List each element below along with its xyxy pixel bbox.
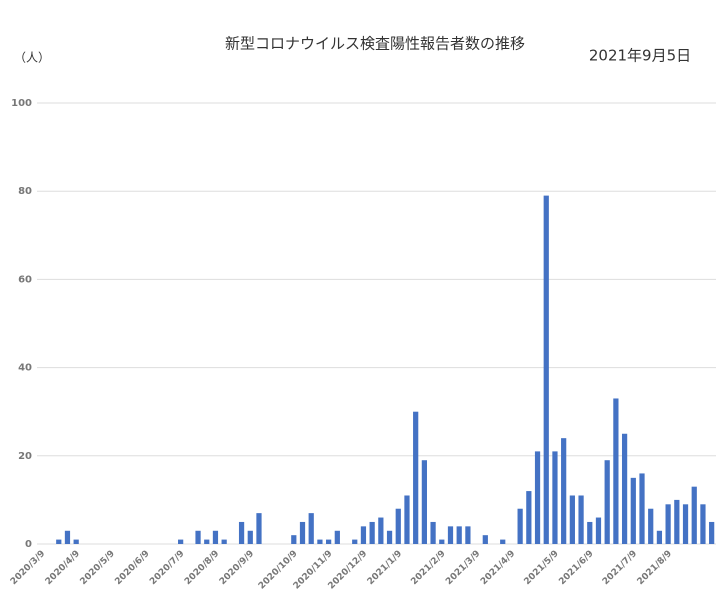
bar (709, 521, 715, 544)
bar (404, 495, 410, 544)
bar (587, 521, 593, 544)
bar (178, 539, 184, 544)
x-tick-label: 2021/1/9 (366, 549, 404, 587)
bar (386, 530, 393, 544)
bar (56, 539, 62, 544)
y-tick-label: 0 (25, 539, 32, 550)
bar (604, 460, 610, 544)
x-tick-label: 2020/7/9 (148, 549, 186, 587)
bar (369, 521, 375, 544)
bar (691, 486, 697, 544)
bar (578, 495, 584, 544)
bar (256, 513, 262, 544)
bar (621, 433, 628, 544)
bar (595, 517, 602, 544)
bar (630, 477, 636, 544)
bar (73, 539, 79, 544)
y-tick-label: 40 (18, 363, 32, 374)
bar (195, 530, 201, 544)
bar (326, 539, 332, 544)
bar (212, 530, 219, 544)
y-tick-label: 20 (18, 451, 32, 462)
bar (517, 508, 523, 544)
bar (482, 535, 488, 544)
bar (639, 473, 645, 544)
bar (613, 398, 619, 544)
bar (561, 438, 567, 544)
bar (421, 460, 427, 544)
x-tick-label: 2020/8/9 (183, 549, 221, 587)
bar (500, 539, 506, 544)
x-tick-label: 2020/3/9 (9, 549, 47, 587)
bar (682, 504, 689, 544)
bar (360, 526, 367, 544)
bar (291, 535, 297, 544)
x-tick-label: 2021/3/9 (444, 549, 482, 587)
bar (674, 499, 680, 544)
bar (317, 539, 323, 544)
bar (395, 508, 401, 544)
bar (378, 517, 384, 544)
bar (64, 530, 71, 544)
bar (308, 513, 314, 544)
bar (700, 504, 706, 544)
bar (247, 530, 253, 544)
x-tick-label: 2020/6/9 (113, 549, 151, 587)
x-tick-label: 2021/2/9 (409, 549, 447, 587)
y-tick-label: 60 (18, 274, 32, 285)
bar (439, 539, 445, 544)
bar (656, 530, 663, 544)
x-tick-label: 2021/6/9 (557, 549, 595, 587)
chart-title: 新型コロナウイルス検査陽性報告者数の推移 (225, 35, 525, 53)
x-tick-label: 2021/8/9 (636, 549, 674, 587)
bar (221, 539, 227, 544)
y-axis-label: （人） (14, 51, 50, 65)
bar (299, 521, 306, 544)
bar (204, 539, 210, 544)
bar (665, 504, 671, 544)
bar (543, 195, 549, 545)
bar (534, 451, 541, 544)
x-tick-label: 2020/9/9 (218, 549, 256, 587)
x-tick-label: 2020/4/9 (44, 549, 82, 587)
x-tick-label: 2021/7/9 (601, 549, 639, 587)
x-tick-label: 2021/5/9 (523, 549, 561, 587)
y-tick-label: 100 (11, 98, 32, 109)
x-tick-label: 2021/4/9 (479, 549, 517, 587)
bar (334, 530, 340, 544)
x-tick-label: 2020/5/9 (79, 549, 117, 587)
chart-date: 2021年9月5日 (589, 47, 691, 65)
bar (352, 539, 358, 544)
bar (430, 521, 436, 544)
bar (648, 508, 654, 544)
bar (569, 495, 575, 544)
y-tick-label: 80 (18, 186, 32, 197)
bar (447, 526, 454, 544)
bar (456, 526, 462, 544)
bar (465, 526, 471, 544)
bar (413, 411, 419, 544)
bar (526, 491, 532, 544)
bar (552, 451, 558, 544)
bar (238, 521, 245, 544)
